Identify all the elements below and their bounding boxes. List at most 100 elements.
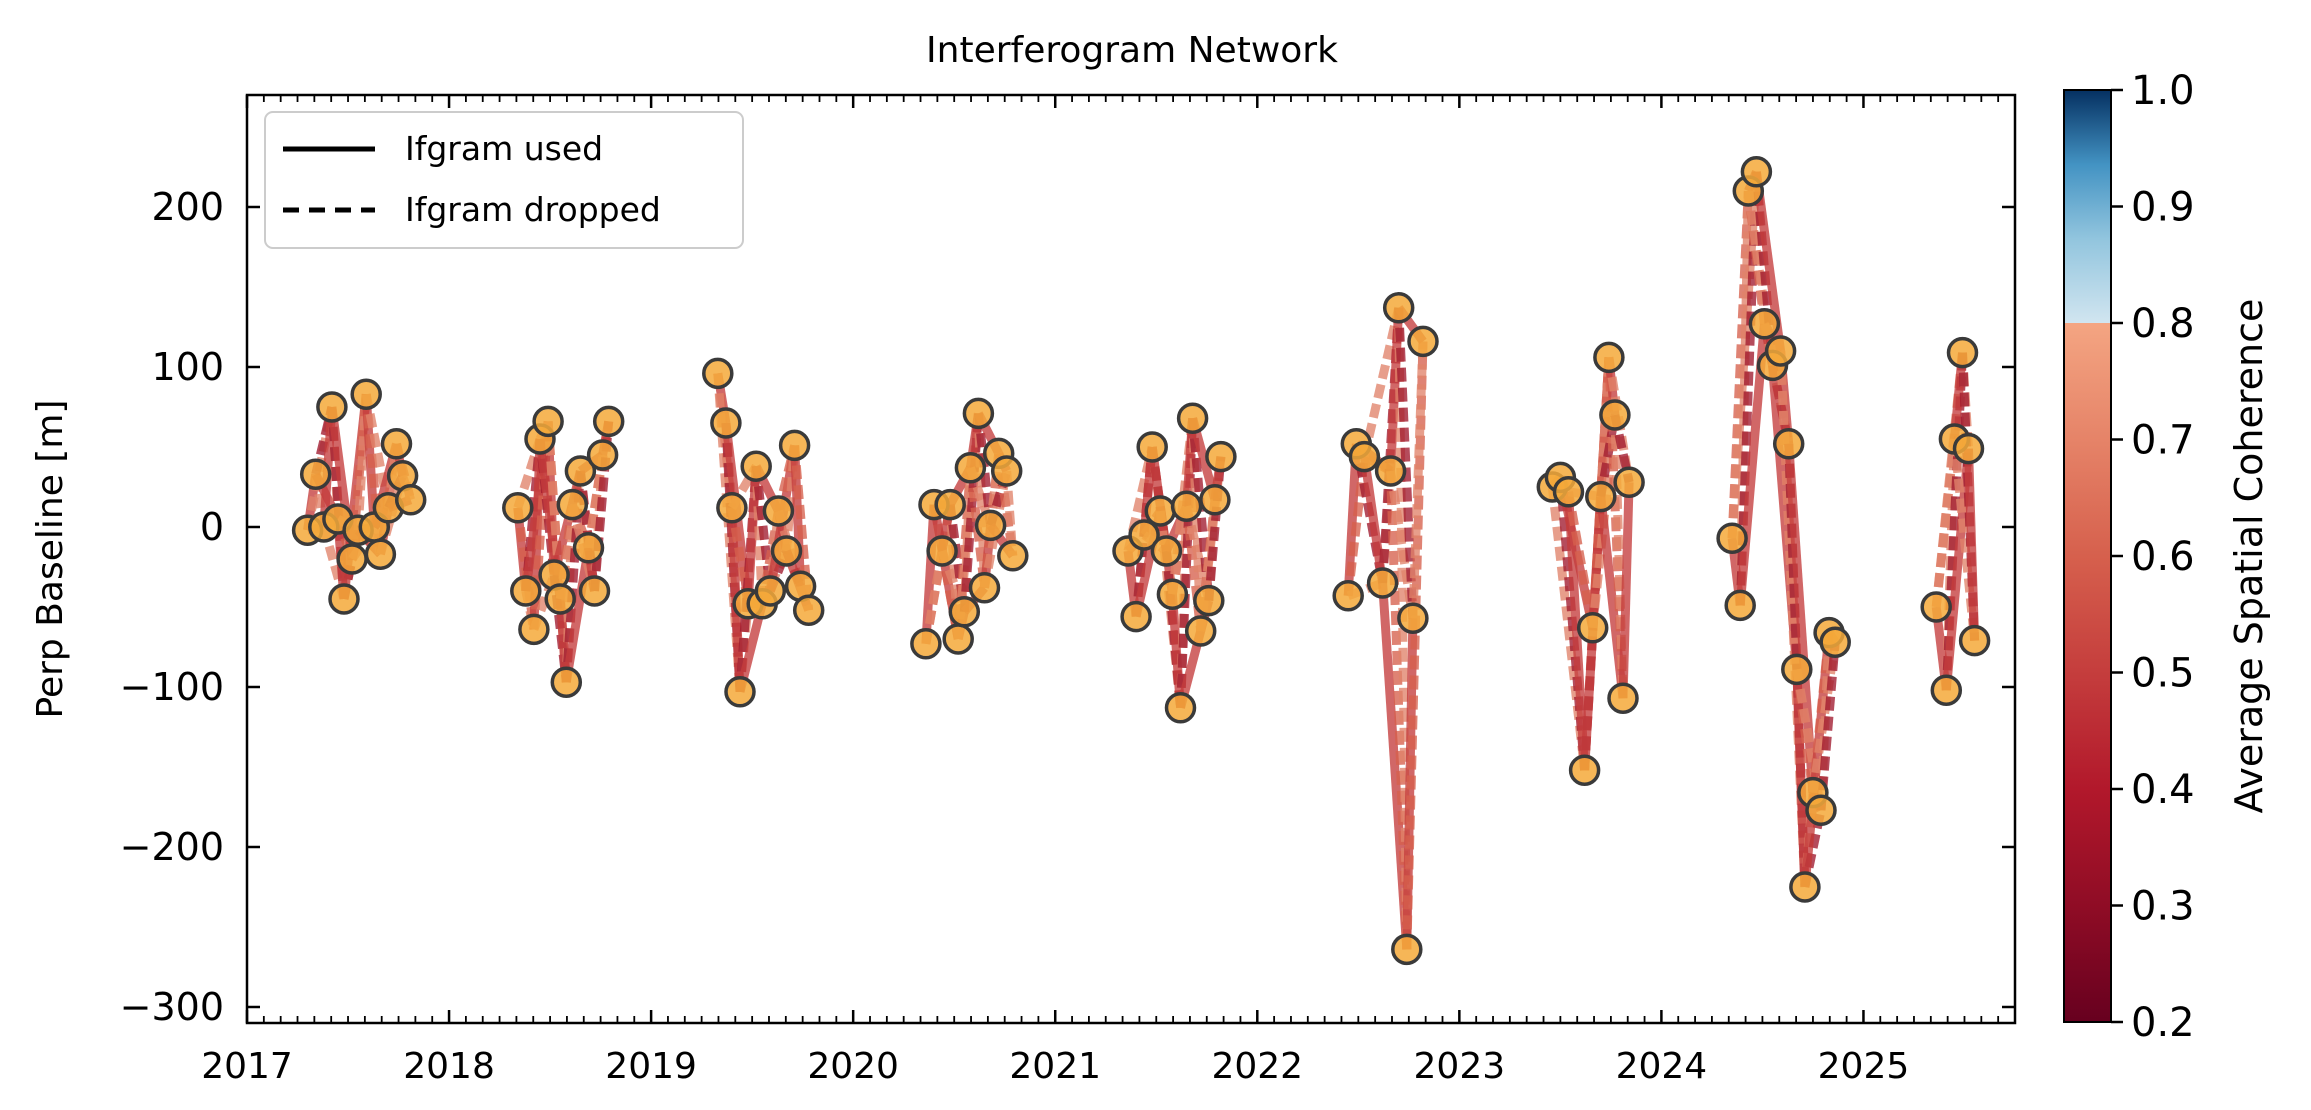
interferogram-edge-246 xyxy=(1792,669,1810,888)
interferogram-edge-219 xyxy=(1610,414,1628,699)
acquisition-point-21 xyxy=(544,583,576,615)
colorbar: 1.0 0.9 0.8 0.7 0.6 0.5 0.4 0.3 0.2 Average Spat… xyxy=(2063,68,2271,1046)
acquisition-point-57 xyxy=(1128,519,1160,551)
acquisition-point-50 xyxy=(968,572,1001,604)
interferogram-edge-269 xyxy=(1964,448,1980,641)
colorbar-ticks: 1.0 0.9 0.8 0.7 0.6 0.5 0.4 0.3 0.2 xyxy=(2111,68,2195,1046)
acquisition-point-48 xyxy=(954,452,987,484)
acquisition-point-1 xyxy=(299,458,332,490)
x-tick-label-2024: 2024 xyxy=(1616,1046,1708,1087)
acquisition-point-23 xyxy=(556,488,589,521)
acquisition-point-74 xyxy=(1382,292,1415,324)
interferogram-edge-178 xyxy=(1343,456,1369,597)
acquisition-point-68 xyxy=(1205,440,1237,473)
acquisition-point-63 xyxy=(1170,490,1203,522)
acquisition-point-24 xyxy=(564,455,597,487)
x-tick-label-2019: 2019 xyxy=(605,1046,697,1087)
interferogram-edge-115 xyxy=(937,550,963,640)
acquisition-point-49 xyxy=(962,397,995,430)
acquisition-point-29 xyxy=(702,357,734,390)
interferogram-edge-196 xyxy=(1402,341,1428,950)
acquisition-point-59 xyxy=(1144,495,1177,527)
interferogram-edge-193 xyxy=(1394,307,1418,619)
acquisition-point-14 xyxy=(394,484,427,516)
acquisition-points xyxy=(291,156,1991,966)
acquisition-point-96 xyxy=(1781,653,1813,686)
acquisition-point-97 xyxy=(1789,871,1821,903)
interferogram-edge-204 xyxy=(1564,491,1590,771)
acquisition-point-6 xyxy=(336,543,368,575)
acquisition-point-36 xyxy=(754,575,787,607)
interferogram-edge-248 xyxy=(1792,668,1826,811)
interferogram-edge-197 xyxy=(1408,341,1428,619)
interferogram-edge-110 xyxy=(921,503,955,645)
acquisition-point-101 xyxy=(1819,626,1851,658)
acquisition-point-45 xyxy=(934,488,966,521)
acquisition-point-44 xyxy=(926,535,958,567)
acquisition-point-62 xyxy=(1164,692,1197,724)
acquisition-point-64 xyxy=(1176,402,1209,434)
colorbar-tick-label-0.4: 0.4 xyxy=(2131,767,2195,813)
acquisition-point-28 xyxy=(592,405,625,438)
acquisition-point-39 xyxy=(778,429,811,462)
acquisition-point-65 xyxy=(1184,615,1217,647)
acquisition-point-51 xyxy=(974,509,1007,542)
y-tick-label--300: −300 xyxy=(120,985,224,1029)
acquisition-point-30 xyxy=(710,407,742,439)
colorbar-gradient xyxy=(2063,89,2112,1023)
x-axis-ticks: 2017 2018 2019 2020 2021 2022 2023 2024 2025 xyxy=(201,95,2016,1087)
interferogram-edge-205 xyxy=(1564,491,1598,629)
acquisition-point-91 xyxy=(1740,156,1773,188)
acquisition-point-89 xyxy=(1724,589,1756,622)
interferogram-edge-61 xyxy=(561,470,585,683)
colorbar-tick-label-0.7: 0.7 xyxy=(2131,418,2195,464)
acquisition-point-19 xyxy=(532,405,564,438)
acquisition-point-73 xyxy=(1374,455,1407,487)
colorbar-tick-label-1.0: 1.0 xyxy=(2131,68,2195,114)
acquisition-point-86 xyxy=(1607,682,1639,714)
x-tick-label-2018: 2018 xyxy=(403,1046,495,1087)
acquisition-point-88 xyxy=(1716,522,1748,554)
acquisition-point-34 xyxy=(740,450,772,482)
acquisition-point-17 xyxy=(518,613,550,646)
colorbar-tick-label-0.3: 0.3 xyxy=(2131,884,2195,930)
acquisition-point-106 xyxy=(1952,432,1985,465)
acquisition-point-87 xyxy=(1613,466,1645,498)
interferogram-edge-106 xyxy=(790,445,814,611)
legend-box xyxy=(264,111,744,249)
x-tick-label-2022: 2022 xyxy=(1211,1046,1303,1087)
chart-title: Interferogram Network xyxy=(926,30,1338,71)
acquisition-point-22 xyxy=(550,666,583,698)
y-tick-label--100: −100 xyxy=(120,665,224,709)
y-axis-label: Perp Baseline [m] xyxy=(30,400,71,719)
acquisition-point-67 xyxy=(1199,484,1231,516)
acquisition-point-84 xyxy=(1593,341,1625,374)
acquisition-point-38 xyxy=(770,535,803,567)
acquisition-point-105 xyxy=(1946,336,1979,369)
acquisition-point-12 xyxy=(380,428,413,460)
legend-label-used: Ifgram used xyxy=(405,129,603,168)
acquisition-point-75 xyxy=(1391,933,1423,966)
acquisition-point-95 xyxy=(1772,428,1805,460)
y-tick-label-200: 200 xyxy=(151,185,224,229)
acquisition-point-103 xyxy=(1930,674,1963,706)
acquisition-point-25 xyxy=(572,532,605,564)
y-axis-ticks: 200 100 0 −100 −200 −300 xyxy=(120,185,2015,1029)
acquisition-point-47 xyxy=(948,596,981,628)
acquisition-point-54 xyxy=(997,540,1029,572)
legend-label-dropped: Ifgram dropped xyxy=(405,190,661,229)
y-tick-label--200: −200 xyxy=(120,825,224,869)
interferogram-edge-263 xyxy=(1941,448,1973,691)
acquisition-point-46 xyxy=(942,623,974,655)
acquisition-point-66 xyxy=(1193,584,1225,617)
x-tick-label-2023: 2023 xyxy=(1414,1046,1506,1087)
acquisition-point-27 xyxy=(586,439,619,471)
acquisition-point-71 xyxy=(1348,440,1381,473)
plot-area-frame xyxy=(245,93,2017,1025)
acquisition-point-56 xyxy=(1120,600,1152,633)
x-tick-label-2021: 2021 xyxy=(1009,1046,1101,1087)
acquisition-point-69 xyxy=(1332,580,1364,612)
acquisition-point-81 xyxy=(1568,754,1601,786)
colorbar-tick-label-0.2: 0.2 xyxy=(2131,1000,2195,1046)
